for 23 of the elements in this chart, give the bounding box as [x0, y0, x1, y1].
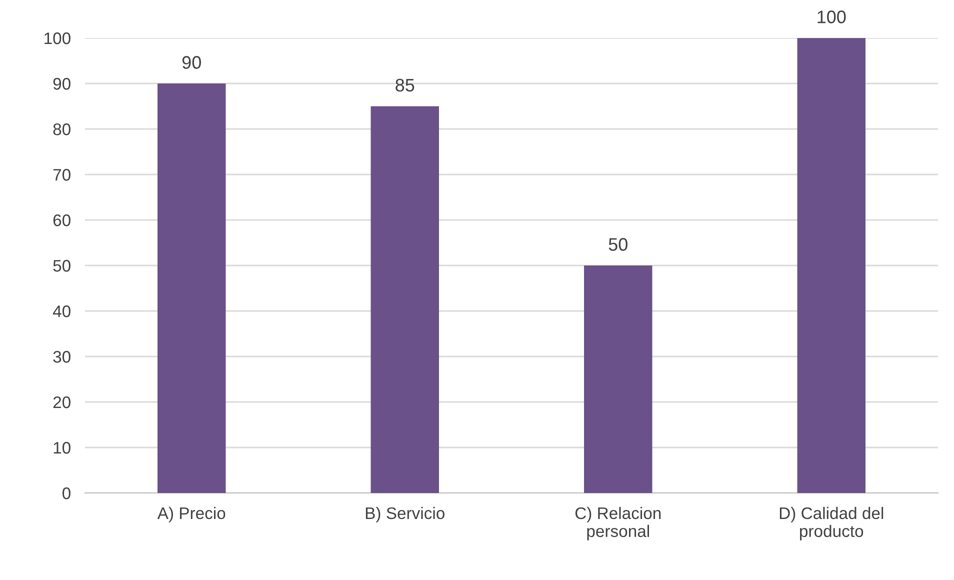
data-label: 85 [396, 78, 414, 92]
y-tick-label: 70 [53, 168, 70, 181]
y-tick-label: 40 [52, 305, 70, 318]
bar [158, 84, 226, 493]
y-tick-label: 80 [53, 123, 70, 136]
data-label: 90 [182, 56, 201, 69]
x-tick-label: C) Relacion personal [575, 506, 661, 540]
y-tick-label: 50 [53, 260, 70, 272]
y-tick-label: 90 [53, 78, 70, 90]
bar [797, 38, 866, 493]
y-tick-label: 0 [62, 487, 70, 500]
data-label: 50 [608, 238, 628, 251]
data-label: 100 [818, 10, 846, 24]
y-tick-label: 100 [44, 32, 70, 44]
bar [584, 266, 652, 493]
x-tick-label: D) Calidad del producto [780, 506, 884, 540]
x-tick-label: A) Precio [157, 506, 226, 522]
x-tick-label: B) Servicio [366, 506, 444, 522]
bar [370, 106, 439, 493]
y-tick-label: 60 [53, 214, 70, 226]
y-tick-label: 10 [54, 442, 70, 454]
y-tick-label: 20 [53, 396, 70, 408]
y-tick-label: 30 [53, 350, 70, 363]
